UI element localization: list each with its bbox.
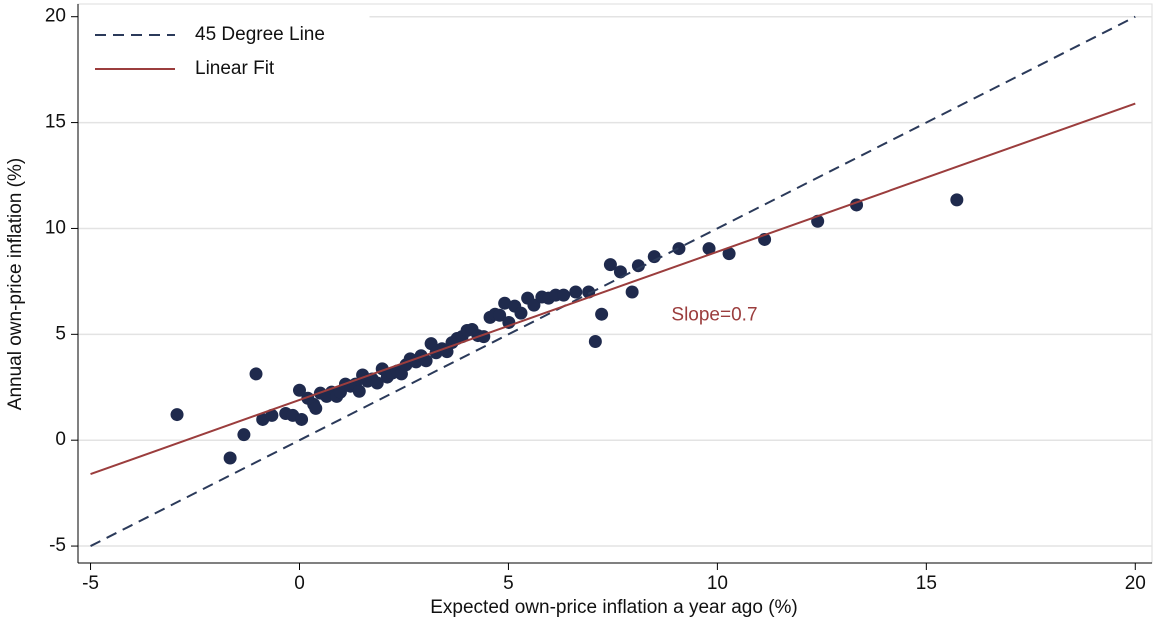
x-tick-label: 5 bbox=[503, 573, 514, 594]
scatter-point bbox=[502, 315, 516, 329]
x-tick-label: 0 bbox=[294, 573, 305, 594]
y-tick-label: 5 bbox=[55, 323, 66, 344]
scatter-point bbox=[370, 376, 384, 390]
x-tick-label: 15 bbox=[916, 573, 937, 594]
scatter-point bbox=[950, 193, 964, 207]
y-tick-label: 20 bbox=[45, 6, 66, 27]
x-axis-label: Expected own-price inflation a year ago … bbox=[430, 597, 798, 618]
scatter-point bbox=[223, 451, 237, 465]
scatter-point bbox=[595, 307, 609, 321]
annotation: Slope=0.7 bbox=[671, 304, 757, 325]
legend-label: 45 Degree Line bbox=[195, 24, 325, 45]
scatter-point bbox=[309, 401, 323, 415]
x-tick-label: 20 bbox=[1125, 573, 1146, 594]
y-tick-label: 10 bbox=[45, 217, 66, 238]
legend-label: Linear Fit bbox=[195, 58, 275, 79]
scatter-point bbox=[295, 412, 309, 426]
line-series bbox=[90, 15, 1136, 547]
scatter-point bbox=[498, 296, 512, 310]
scatter-point bbox=[265, 408, 279, 422]
scatter-point bbox=[569, 285, 583, 299]
y-axis-label: Annual own-price inflation (%) bbox=[5, 158, 26, 410]
legend-box bbox=[78, 4, 370, 98]
scatter-point bbox=[419, 354, 433, 368]
y-tick-label: 15 bbox=[45, 112, 66, 133]
scatter-point bbox=[514, 306, 528, 320]
scatter-point bbox=[603, 258, 617, 272]
scatter-point bbox=[493, 308, 507, 322]
scatter-point bbox=[352, 384, 366, 398]
scatter-point bbox=[249, 367, 263, 381]
y-tick-label: 0 bbox=[55, 429, 66, 450]
scatter-point bbox=[625, 285, 639, 299]
y-tick-label: -5 bbox=[49, 535, 66, 556]
scatter-point bbox=[170, 408, 184, 422]
scatter-point bbox=[292, 383, 306, 397]
scatter-point bbox=[613, 265, 627, 279]
scatter-point bbox=[237, 428, 251, 442]
scatter-point bbox=[557, 288, 571, 302]
line-series bbox=[90, 102, 1136, 476]
scatter-point bbox=[702, 242, 716, 256]
scatter-point bbox=[672, 242, 686, 256]
x-tick-label: 10 bbox=[707, 573, 728, 594]
scatter-point bbox=[722, 247, 736, 261]
scatter-point bbox=[527, 298, 541, 312]
scatter-point bbox=[588, 335, 602, 349]
x-tick-label: -5 bbox=[82, 573, 99, 594]
scatter-point bbox=[631, 259, 645, 273]
